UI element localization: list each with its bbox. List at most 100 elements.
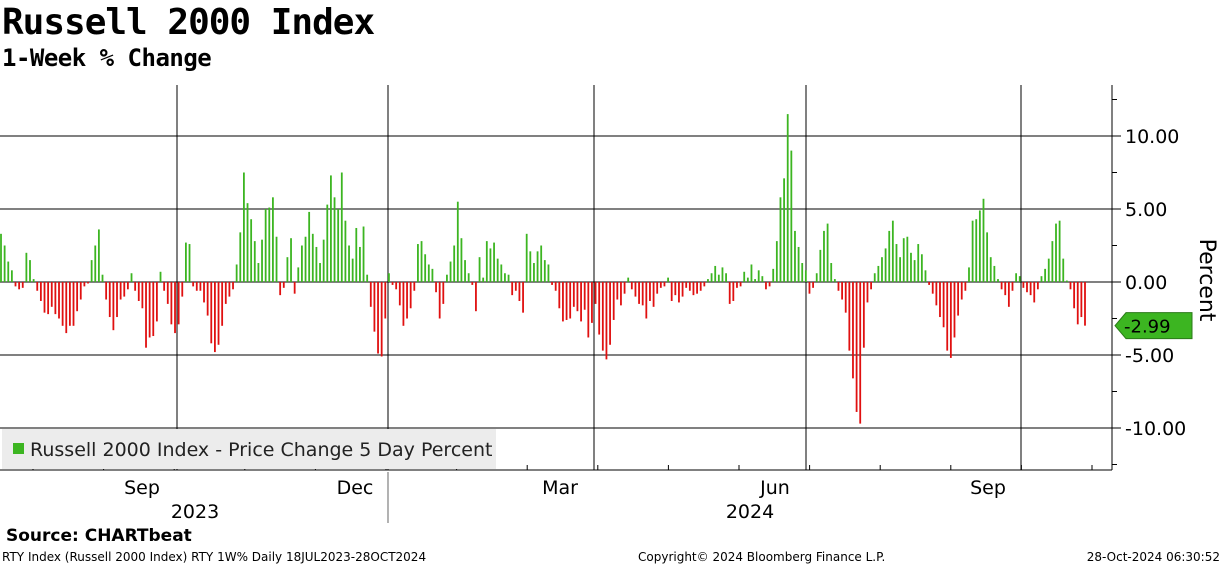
bar-3 [10, 270, 13, 282]
bar-154 [558, 282, 561, 309]
bar-103 [373, 282, 376, 332]
bar-16 [58, 282, 60, 319]
bar-155 [562, 282, 564, 322]
bar-52 [188, 244, 191, 282]
bar-136 [493, 242, 495, 282]
bar-269 [975, 219, 978, 282]
bar-204 [739, 282, 742, 287]
bar-129 [467, 273, 470, 282]
bar-216 [783, 178, 785, 282]
bar-146 [529, 251, 532, 282]
bar-222 [804, 270, 807, 282]
bar-43 [155, 282, 158, 322]
bar-7 [25, 252, 28, 282]
bar-116 [420, 241, 423, 282]
bar-119 [431, 268, 434, 282]
bar-202 [732, 282, 735, 301]
bar-106 [384, 282, 387, 319]
bar-110 [398, 282, 401, 306]
x-year-label-0: 2023 [171, 501, 219, 523]
bar-281 [1018, 276, 1021, 282]
bar-163 [591, 282, 593, 323]
last-value-box [1114, 312, 1193, 340]
bar-123 [446, 274, 448, 282]
bar-162 [587, 282, 590, 338]
bar-174 [630, 282, 633, 290]
x-tick-label-4: Sep [970, 477, 1006, 499]
bar-6 [21, 282, 24, 288]
bar-101 [366, 274, 369, 282]
bar-147 [533, 263, 535, 282]
bar-266 [964, 282, 967, 291]
bar-292 [1058, 220, 1061, 282]
bar-85 [308, 211, 311, 282]
bar-84 [304, 236, 307, 282]
bar-265 [960, 282, 963, 300]
bar-82 [297, 267, 300, 282]
bar-239 [866, 282, 869, 303]
bar-210 [761, 276, 764, 282]
bar-114 [413, 282, 416, 291]
bar-178 [645, 282, 648, 319]
bar-291 [1055, 223, 1057, 282]
bar-150 [543, 260, 546, 282]
bar-296 [1073, 282, 1076, 309]
bar-208 [754, 279, 756, 282]
bar-179 [649, 282, 651, 301]
bar-20 [72, 282, 75, 326]
bar-176 [638, 282, 640, 304]
bar-22 [79, 282, 82, 300]
bar-192 [696, 282, 698, 294]
bar-68 [246, 203, 249, 282]
bar-67 [243, 172, 245, 282]
bar-70 [253, 241, 256, 282]
bar-274 [993, 265, 996, 282]
bar-21 [76, 282, 79, 312]
bar-227 [823, 230, 825, 282]
legend[interactable]: Russell 2000 Index - Price Change 5 Day … [2, 429, 496, 469]
bar-113 [409, 282, 412, 309]
bar-121 [438, 282, 441, 319]
bar-100 [362, 226, 365, 282]
bar-92 [333, 197, 336, 282]
bar-51 [185, 242, 187, 282]
bar-0 [0, 233, 2, 282]
bar-59 [214, 282, 216, 353]
bar-249 [902, 238, 905, 282]
y-axis: -10.00 -5.00 0.00 5.00 10.00 [1112, 99, 1186, 465]
bar-157 [569, 282, 572, 319]
bar-138 [500, 264, 503, 282]
bar-234 [848, 282, 851, 351]
bar-41 [148, 282, 151, 338]
bar-257 [931, 282, 934, 294]
bar-244 [884, 248, 887, 282]
bar-33 [119, 282, 122, 300]
bar-237 [859, 282, 862, 424]
legend-box [2, 429, 496, 469]
y-tick-label-1: -5.00 [1125, 345, 1174, 367]
x-tick-label-0: Sep [124, 477, 160, 499]
bar-4 [14, 282, 17, 287]
bar-38 [137, 282, 140, 301]
bar-39 [141, 282, 144, 309]
bar-235 [852, 282, 854, 379]
bar-96 [348, 245, 350, 282]
bar-212 [768, 282, 771, 287]
bar-128 [464, 260, 466, 282]
bar-137 [496, 258, 499, 282]
y-tick-label-0: -10.00 [1125, 418, 1186, 440]
bar-34 [123, 282, 126, 297]
bar-19 [68, 282, 71, 326]
bar-231 [837, 282, 840, 291]
bar-241 [873, 273, 876, 282]
bar-294 [1065, 280, 1068, 282]
bar-226 [819, 249, 822, 282]
bar-131 [475, 282, 477, 312]
bar-53 [192, 282, 195, 287]
bar-109 [395, 282, 398, 290]
bar-172 [623, 282, 626, 294]
bar-44 [159, 271, 162, 282]
bar-184 [667, 277, 669, 282]
bar-215 [779, 197, 782, 282]
bar-240 [870, 282, 872, 290]
